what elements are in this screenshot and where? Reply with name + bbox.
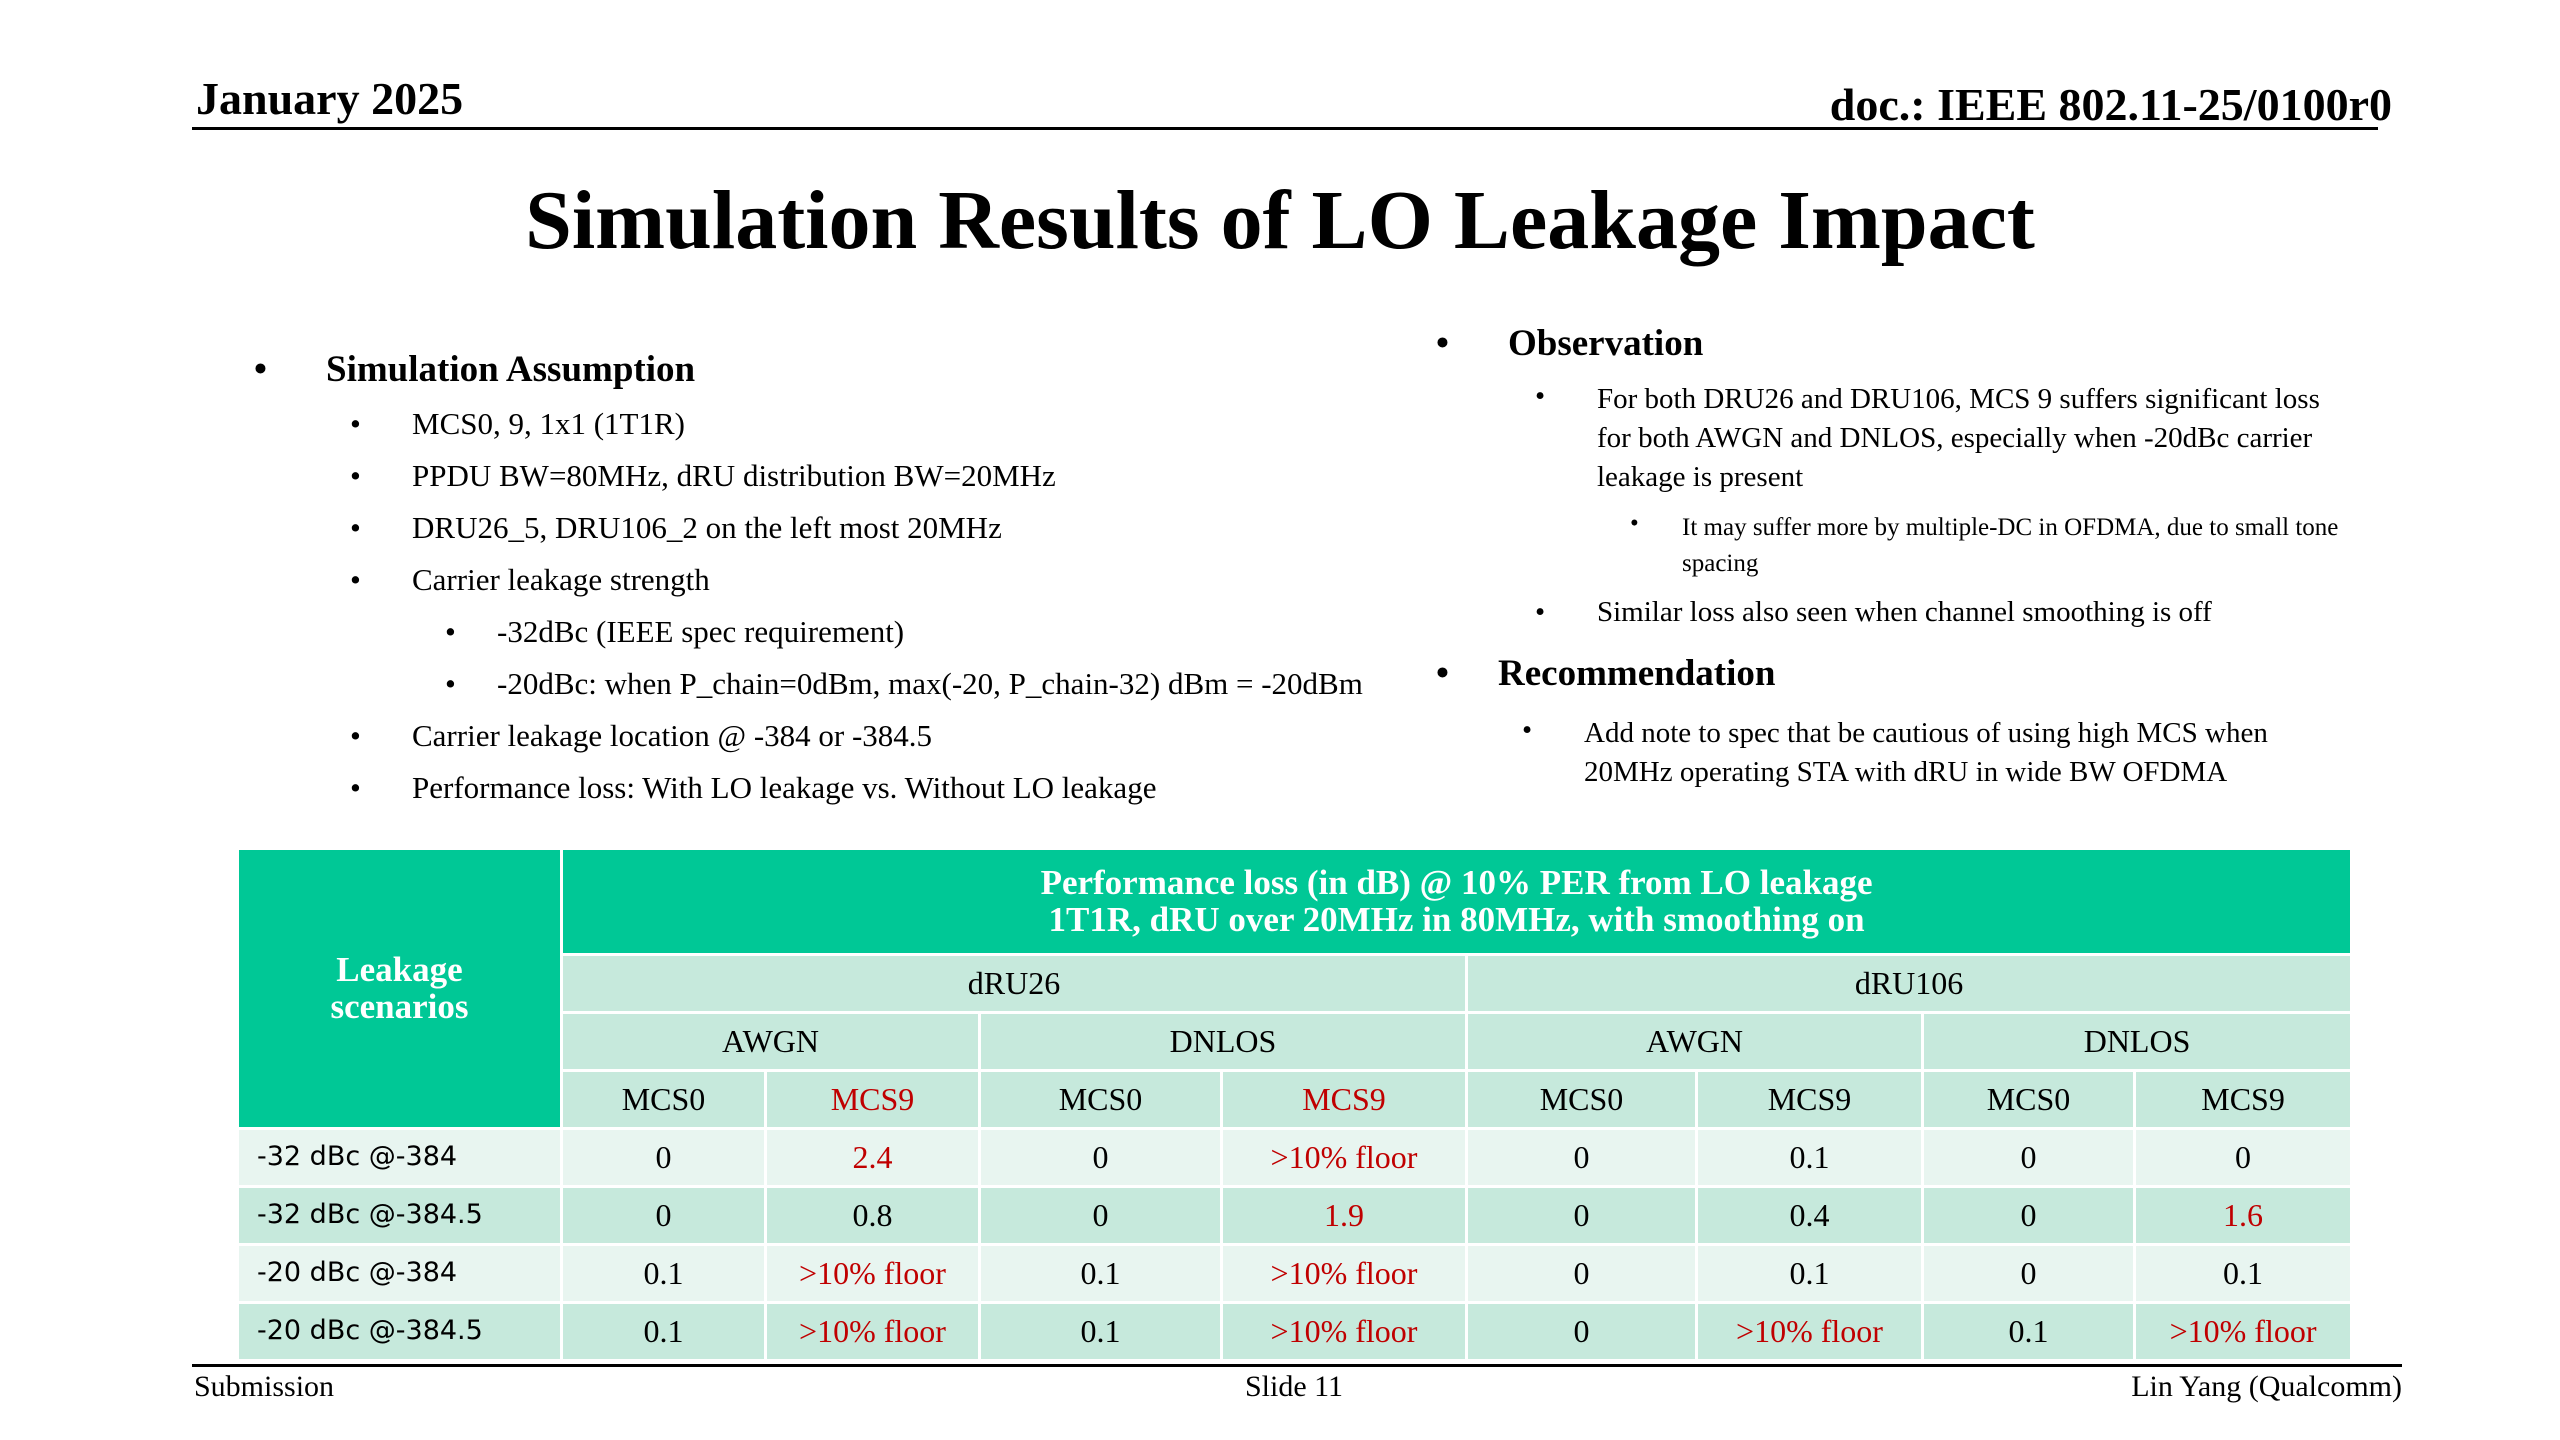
table-cell: 0.1: [1695, 1243, 1924, 1304]
table-cell: 0: [1921, 1243, 2136, 1304]
table-cell: 0.1: [1695, 1127, 1924, 1188]
mcs-header: MCS9: [2132, 1069, 2354, 1130]
mcs-header: MCS0: [1465, 1069, 1698, 1130]
mcs-header: MCS9: [1220, 1069, 1468, 1130]
bullet-icon: •: [1630, 510, 1639, 537]
results-table: Leakage scenarios Performance loss (in d…: [236, 847, 2354, 1362]
table-cell: 0.1: [978, 1243, 1223, 1304]
left-item: • Performance loss: With LO leakage vs. …: [350, 770, 1157, 805]
table-cell: 0.1: [1921, 1301, 2136, 1362]
table-cell: 0.1: [2132, 1243, 2354, 1304]
table-cell: >10% floor: [2132, 1301, 2354, 1362]
mcs-header: MCS0: [1921, 1069, 2136, 1130]
table-cell: 0: [1921, 1185, 2136, 1246]
observation-item: • Similar loss also seen when channel sm…: [1535, 596, 2212, 628]
table-cell: >10% floor: [1220, 1243, 1468, 1304]
table-row: -20 dBc @-384.5 0.1 >10% floor 0.1 >10% …: [236, 1301, 2354, 1362]
bullet-icon: •: [1522, 714, 1533, 746]
bullet-icon: •: [445, 666, 456, 701]
bullet-icon: •: [350, 510, 361, 545]
table-cell: 1.9: [1220, 1185, 1468, 1246]
observation-heading: • Observation: [1436, 323, 1704, 364]
row-label: -32 dBc @-384: [236, 1127, 563, 1188]
table-cell: 0.4: [1695, 1185, 1924, 1246]
table-cell: 0: [1465, 1127, 1698, 1188]
footer-author: Lin Yang (Qualcomm): [2131, 1370, 2402, 1403]
header-date: January 2025: [196, 73, 464, 124]
bullet-icon: •: [350, 770, 361, 805]
table-cell: >10% floor: [764, 1243, 981, 1304]
bullet-icon: •: [445, 614, 456, 649]
group-header-dru26: dRU26: [560, 953, 1468, 1014]
table-cell: 1.6: [2132, 1185, 2354, 1246]
table-cell: >10% floor: [764, 1301, 981, 1362]
left-heading: • Simulation Assumption: [254, 349, 696, 390]
bullet-icon: •: [1436, 323, 1449, 364]
row-label: -32 dBc @-384.5: [236, 1185, 563, 1246]
bullet-icon: •: [350, 562, 361, 597]
header-divider: [192, 127, 2378, 130]
table-cell: 0: [978, 1127, 1223, 1188]
channel-header: DNLOS: [1920, 1011, 2354, 1072]
table-cell: 0.1: [978, 1301, 1223, 1362]
recommendation-item: • Add note to spec that be cautious of u…: [1522, 714, 2268, 788]
main-header: Performance loss (in dB) @ 10% PER from …: [559, 847, 2354, 956]
bullet-icon: •: [254, 349, 267, 390]
table-cell: 0.1: [560, 1301, 767, 1362]
mcs-header: MCS9: [1695, 1069, 1924, 1130]
mcs-header: MCS0: [978, 1069, 1223, 1130]
table-cell: 2.4: [764, 1127, 981, 1188]
channel-header: AWGN: [1465, 1011, 1924, 1072]
group-header-dru106: dRU106: [1464, 953, 2354, 1014]
bullet-icon: •: [350, 406, 361, 441]
footer-divider: [192, 1364, 2402, 1367]
channel-header: DNLOS: [978, 1011, 1468, 1072]
left-subitem: • -32dBc (IEEE spec requirement): [445, 614, 905, 649]
observation-subitem: • It may suffer more by multiple-DC in O…: [1630, 510, 2339, 577]
table-cell: 0: [1465, 1185, 1698, 1246]
footer-submission: Submission: [194, 1370, 335, 1403]
table-row: -32 dBc @-384 0 2.4 0 >10% floor 0 0.1 0…: [236, 1127, 2354, 1188]
table-cell: 0: [2132, 1127, 2354, 1188]
table-cell: 0.8: [764, 1185, 981, 1246]
table-cell: 0: [560, 1127, 767, 1188]
left-item: • MCS0, 9, 1x1 (1T1R): [350, 406, 685, 441]
table-cell: >10% floor: [1220, 1127, 1468, 1188]
left-item: • Carrier leakage strength: [350, 562, 710, 597]
bullet-icon: •: [1535, 380, 1546, 412]
left-item: • Carrier leakage location @ -384 or -38…: [350, 718, 933, 753]
table-cell: 0: [1921, 1127, 2136, 1188]
bullet-icon: •: [350, 718, 361, 753]
bullet-icon: •: [1436, 653, 1449, 694]
table-cell: 0: [1465, 1243, 1698, 1304]
table-cell: >10% floor: [1695, 1301, 1924, 1362]
table-cell: 0: [560, 1185, 767, 1246]
recommendation-heading: • Recommendation: [1436, 653, 1776, 694]
channel-header: AWGN: [560, 1011, 981, 1072]
table-row: -20 dBc @-384 0.1 >10% floor 0.1 >10% fl…: [236, 1243, 2354, 1304]
left-item: • PPDU BW=80MHz, dRU distribution BW=20M…: [350, 458, 1056, 493]
table-cell: 0.1: [560, 1243, 767, 1304]
mcs-header: MCS9: [764, 1069, 981, 1130]
table-row: -32 dBc @-384.5 0 0.8 0 1.9 0 0.4 0 1.6: [236, 1185, 2354, 1246]
table-cell: 0: [1465, 1301, 1698, 1362]
header-doc-id: doc.: IEEE 802.11-25/0100r0: [1829, 79, 2392, 130]
mcs-header: MCS0: [560, 1069, 767, 1130]
bullet-icon: •: [1535, 596, 1546, 628]
left-subitem: • -20dBc: when P_chain=0dBm, max(-20, P_…: [445, 666, 1363, 701]
slide-title: Simulation Results of LO Leakage Impact: [525, 174, 2035, 267]
footer-slide-number: Slide 11: [1245, 1370, 1344, 1403]
observation-item: • For both DRU26 and DRU106, MCS 9 suffe…: [1535, 380, 2320, 493]
table-cell: 0: [978, 1185, 1223, 1246]
left-item: • DRU26_5, DRU106_2 on the left most 20M…: [350, 510, 1002, 545]
row-label: -20 dBc @-384.5: [236, 1301, 563, 1362]
row-label: -20 dBc @-384: [236, 1243, 563, 1304]
bullet-icon: •: [350, 458, 361, 493]
corner-header: Leakage scenarios: [236, 847, 563, 1130]
table-cell: >10% floor: [1220, 1301, 1468, 1362]
